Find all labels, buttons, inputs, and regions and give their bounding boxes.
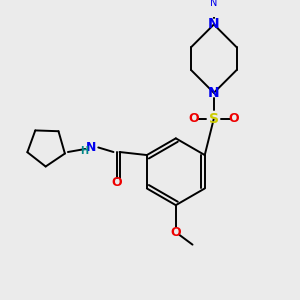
Text: S: S <box>209 112 219 126</box>
Text: H: H <box>80 146 88 156</box>
Text: N: N <box>208 86 220 100</box>
Text: O: O <box>189 112 200 125</box>
Text: O: O <box>111 176 122 189</box>
Text: N: N <box>208 17 220 32</box>
Text: O: O <box>228 112 239 125</box>
Text: N: N <box>210 0 218 8</box>
Text: O: O <box>170 226 181 239</box>
Text: N: N <box>85 141 96 154</box>
